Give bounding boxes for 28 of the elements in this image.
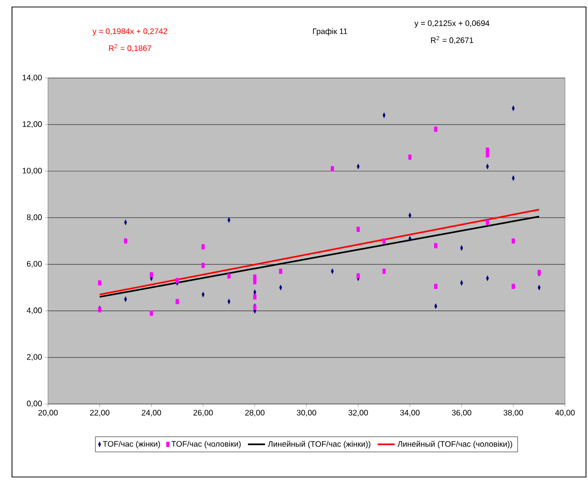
legend-label: TOF/час (чоловіки) [171,440,241,448]
y-tick-label: 8,00 [26,214,42,222]
x-tick-label: 24,00 [142,410,162,416]
x-tick-label: 20,00 [38,410,58,416]
y-tick-label: 12,00 [22,121,42,128]
x-tick-label: 26,00 [194,410,213,416]
legend-label: Линейный (TOF/час (жінки)) [268,440,370,448]
x-tick-label: 30,00 [296,410,316,416]
text: y = 0,2125x + 0,0694 [414,20,490,28]
x-tick-label: 34,00 [400,410,420,416]
x-tick-label: 38,00 [504,410,523,416]
y-tick-label: 2,00 [26,354,42,361]
y-tick-label: 0,00 [26,400,42,408]
x-tick-label: 32,00 [348,410,368,416]
x-tick-label: 36,00 [452,410,472,416]
y-tick-label: 6,00 [26,260,42,268]
x-tick-label: 22,00 [90,410,110,416]
text: R$^{2}$ = 0,1867 [109,44,152,52]
text: y = 0,1984x + 0,2742 [92,28,168,36]
legend-label: TOF/час (жінки) [102,440,160,448]
y-tick-label: 10,00 [22,168,42,174]
x-tick-label: 28,00 [245,410,265,416]
y-tick-label: 14,00 [22,74,42,82]
chart-title: Графік 11 [313,28,348,36]
text: R$^{2}$ = 0,2671 [431,36,474,44]
x-tick-label: 40,00 [555,410,575,416]
legend-label: Линейный (TOF/час (чоловіки)) [398,440,512,448]
y-tick-label: 4,00 [26,308,42,314]
